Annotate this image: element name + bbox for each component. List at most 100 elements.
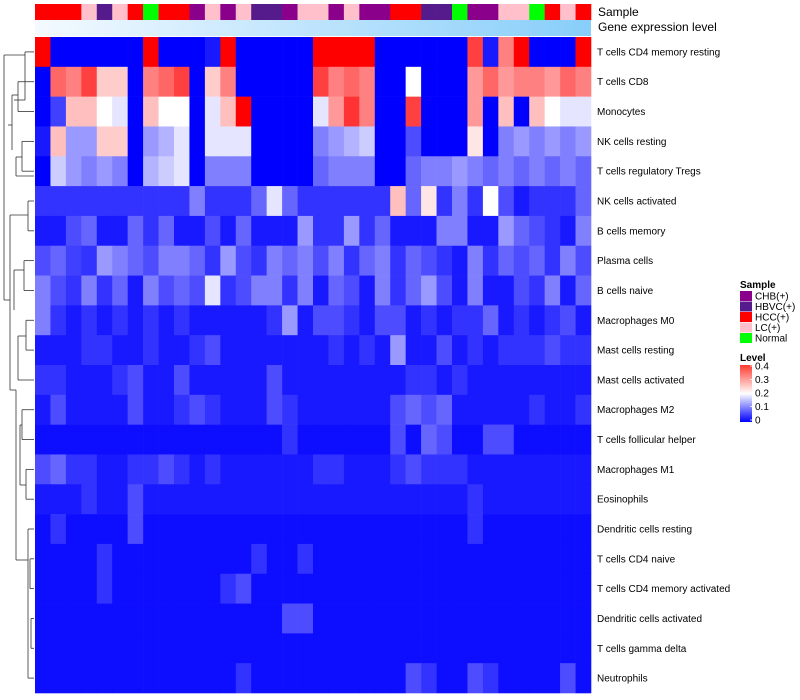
heatmap-cell: [127, 454, 144, 485]
heatmap-cell: [498, 424, 515, 455]
heatmap-cell: [96, 126, 113, 157]
heatmap-cell: [35, 126, 51, 157]
heatmap-cell: [297, 543, 314, 575]
heatmap-cell: [328, 514, 345, 545]
heatmap-cell: [421, 215, 437, 247]
heatmap-cell: [158, 573, 175, 604]
heatmap-cell: [313, 454, 329, 485]
heatmap-cell: [174, 365, 190, 396]
heatmap-cell: [544, 215, 561, 247]
sample-track-cell: [374, 4, 391, 20]
heatmap-cell: [251, 37, 267, 68]
heatmap-cell: [343, 275, 360, 306]
heatmap-cell: [35, 663, 51, 694]
heatmap-cell: [266, 394, 283, 425]
heatmap-cell: [220, 126, 237, 157]
heatmap-cell: [35, 305, 51, 336]
heatmap-cell: [452, 394, 468, 425]
heatmap-cell: [560, 275, 576, 306]
heatmap-cell: [143, 394, 159, 425]
heatmap-cell: [96, 543, 113, 575]
heatmap-cell: [529, 275, 545, 306]
heatmap-cell: [96, 66, 113, 97]
heatmap-cell: [467, 484, 484, 515]
heatmap-cell: [35, 484, 51, 515]
row-label: T cells follicular helper: [597, 435, 696, 446]
heatmap-cell: [513, 484, 530, 515]
row-label: Mast cells activated: [597, 375, 684, 386]
heatmap-cell: [35, 514, 51, 545]
heatmap-cell: [220, 484, 237, 515]
heatmap-cell: [560, 215, 576, 247]
heatmap-cell: [81, 335, 98, 366]
heatmap-cell: [328, 424, 345, 455]
heatmap-cell: [436, 156, 453, 187]
level-colorbar: [740, 365, 752, 422]
heatmap-cell: [374, 96, 391, 127]
heatmap-cell: [467, 424, 484, 455]
heatmap-cell: [251, 543, 267, 575]
heatmap-cell: [436, 484, 453, 515]
heatmap-cell: [297, 335, 314, 366]
heatmap-cell: [266, 454, 283, 485]
heatmap-cell: [436, 215, 453, 247]
heatmap-cell: [328, 37, 345, 68]
heatmap-cell: [359, 484, 376, 515]
heatmap-cell: [204, 37, 221, 68]
heatmap-cell: [560, 305, 576, 336]
row-label: Macrophages M1: [597, 465, 675, 476]
heatmap-cell: [452, 365, 468, 396]
heatmap-cell: [575, 275, 592, 306]
heatmap-cell: [575, 96, 592, 127]
heatmap-cell: [204, 186, 221, 217]
level-legend-tick-label: 0.1: [755, 402, 769, 413]
heatmap-cell: [220, 215, 237, 247]
heatmap-cell: [421, 424, 437, 455]
heatmap-cell: [189, 66, 206, 97]
heatmap-cell: [343, 37, 360, 68]
heatmap-cell: [158, 484, 175, 515]
heatmap-cell: [359, 454, 376, 485]
heatmap-cell: [343, 335, 360, 366]
heatmap-cell: [112, 603, 128, 634]
heatmap-cell: [50, 96, 67, 127]
heatmap-cell: [81, 454, 98, 485]
heatmap-cell: [81, 573, 98, 604]
heatmap-cell: [174, 335, 190, 366]
heatmap-cell: [50, 484, 67, 515]
heatmap-cell: [189, 96, 206, 127]
heatmap-cell: [498, 186, 515, 217]
heatmap-cell: [158, 424, 175, 455]
heatmap-cell: [158, 454, 175, 485]
heatmap-cell: [374, 335, 391, 366]
heatmap-cell: [158, 335, 175, 366]
heatmap-cell: [174, 215, 190, 247]
heatmap-cell: [235, 365, 252, 396]
sample-track-cell: [127, 4, 144, 20]
heatmap-cell: [436, 365, 453, 396]
heatmap-cell: [96, 37, 113, 68]
heatmap-cell: [127, 66, 144, 97]
heatmap-cell: [529, 186, 545, 217]
heatmap-cell: [390, 573, 406, 604]
heatmap-cell: [529, 484, 545, 515]
heatmap-cell: [436, 96, 453, 127]
heatmap-cell: [65, 514, 82, 545]
sample-track-cell: [513, 4, 530, 20]
heatmap-cell: [143, 603, 159, 634]
sample-legend-swatch: [740, 301, 752, 312]
heatmap-cell: [405, 424, 422, 455]
heatmap-cell: [112, 633, 128, 664]
heatmap-cell: [81, 424, 98, 455]
heatmap-cell: [313, 514, 329, 545]
heatmap-cell: [50, 215, 67, 247]
heatmap-cell: [575, 37, 592, 68]
heatmap-cell: [498, 335, 515, 366]
heatmap-cell: [158, 663, 175, 694]
heatmap-cell: [251, 424, 267, 455]
heatmap-cell: [359, 156, 376, 187]
heatmap-cell: [220, 543, 237, 575]
heatmap-cell: [65, 484, 82, 515]
heatmap-cell: [343, 126, 360, 157]
row-label: B cells memory: [597, 226, 665, 237]
